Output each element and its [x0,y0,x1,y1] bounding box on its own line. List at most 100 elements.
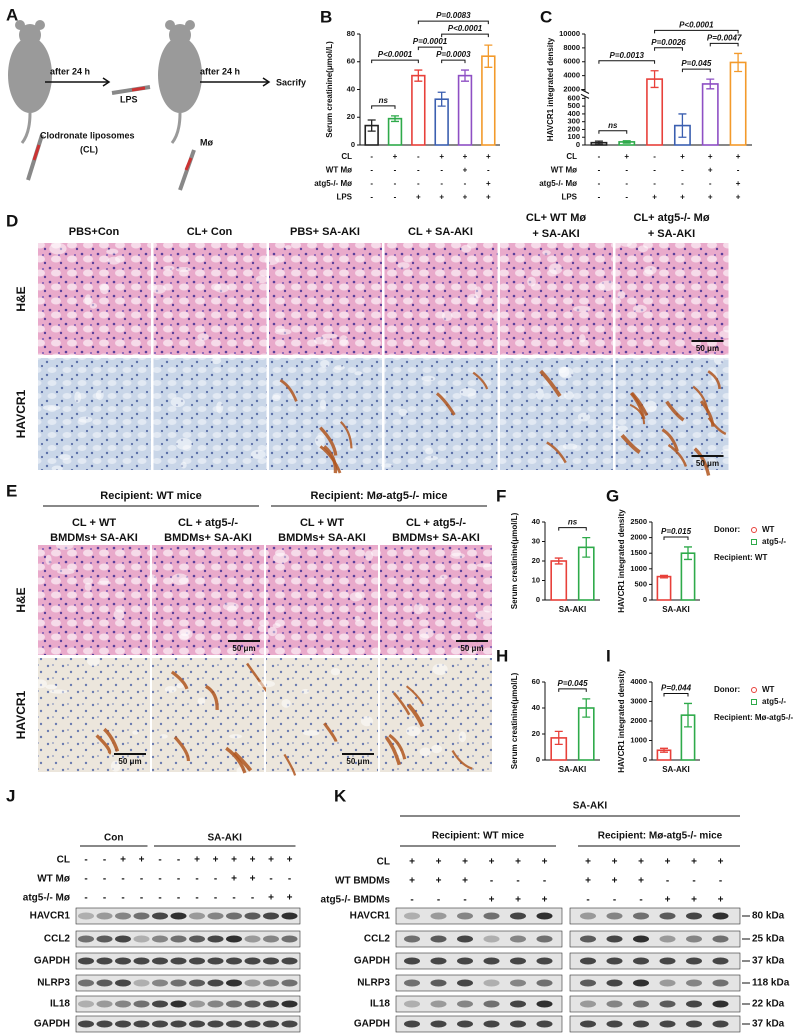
condition-value: - [177,855,180,866]
legend-label: atg5-/- [762,697,786,706]
stain-streak [539,369,562,398]
tissue-lumen [214,283,230,293]
blot-band [430,935,447,943]
row-label: HAVCR1 [14,690,28,739]
tissue-lumen [34,679,48,689]
scale-bar-label: 50 μm [118,757,141,766]
group-header: Recipient: Mø-atg5-/- mice [311,490,448,502]
y-tick-label: 0 [576,140,580,149]
tissue-lumen [89,302,98,309]
blot-band [404,935,420,943]
condition-value: - [140,893,143,904]
y-tick-label: 40 [347,84,355,93]
condition-value: + [665,857,671,868]
significance-label: P=0.044 [661,684,692,693]
significance-bracket [371,105,396,109]
band-label: CCL2 [44,934,71,945]
stain-streak [435,392,456,416]
y-axis-label: HAVCR1 integrated density [617,669,626,773]
blot-band [207,1020,224,1028]
tissue-lumen [211,357,222,365]
panel-letter: A [6,5,18,24]
blot-band [483,1020,500,1028]
blot-band [189,979,205,987]
y-axis-label: Serum creatinine(μmol/L) [325,41,334,138]
blot-strip [395,1015,563,1033]
tissue-lumen [349,592,363,602]
condition-value: - [370,166,373,175]
blot-band [510,1000,526,1008]
condition-value: - [681,179,684,188]
blot-band [152,912,168,920]
blot-band [457,957,473,965]
condition-value: + [462,857,468,868]
condition-value: - [158,893,161,904]
blot-band [115,935,131,943]
condition-label: CL [566,152,577,161]
blot-band [430,1000,447,1008]
tissue-lumen [151,284,166,294]
blot-band [96,1000,113,1008]
column-header: CL + atg5-/- [406,517,466,529]
blot-band [457,912,473,920]
significance-label: P=0.015 [661,527,692,536]
condition-value: + [585,857,591,868]
condition-label: atg5-/- Mø [539,179,577,188]
condition-value: - [103,874,106,885]
tissue-lumen [84,294,92,306]
tissue-lumen [163,265,175,271]
blot-band [133,957,150,965]
condition-value: + [439,152,444,161]
y-tick-label: 300 [567,117,580,126]
column-header: BMDMs+ SA-AKI [164,532,252,544]
error-bar [660,747,668,753]
x-axis-label: SA-AKI [662,765,690,774]
tissue-lumen [171,573,189,586]
condition-label: CL [341,152,352,161]
condition-value: - [394,179,397,188]
blot-band [659,935,676,943]
stain-streak [173,736,190,762]
y-tick-label: 100 [567,132,580,141]
tissue-lumen [99,283,110,295]
condition-value: - [394,166,397,175]
significance-label: P=0.0047 [707,34,742,43]
condition-value: + [393,152,398,161]
blot-strip [75,1015,301,1033]
condition-value: - [653,152,656,161]
blot-strip [75,907,301,925]
blot-band [207,935,224,943]
condition-value: + [268,893,274,904]
band-label: NLRP3 [357,978,390,989]
blot-strip [395,952,563,970]
tissue-lumen [418,627,434,639]
blot-strip [75,995,301,1013]
tissue-lumen [360,716,374,727]
tissue-lumen [197,697,206,705]
error-bar [461,69,469,82]
blot-band [659,1020,676,1028]
stain-streak [319,445,342,474]
condition-value: + [542,857,548,868]
blot-band [510,957,526,965]
significance-label: P=0.045 [681,59,712,68]
blot-strip [569,995,741,1013]
blot-band [96,912,113,920]
legend-label: atg5-/- [762,537,786,546]
blot-band [712,1000,729,1008]
tissue-lumen [432,663,448,675]
blot-band [263,912,279,920]
panel-letter: K [334,786,347,805]
blot-band [189,1020,205,1028]
blot-band [244,957,261,965]
blot-band [483,1000,500,1008]
blot-band [189,912,205,920]
blot-band [189,1000,205,1008]
injection-label: LPS [120,94,138,104]
micrograph [153,243,267,355]
blot-band [263,1020,279,1028]
error-bar [706,78,715,90]
blot-band [207,912,224,920]
stain-streak [665,400,685,422]
condition-value: + [486,193,491,202]
